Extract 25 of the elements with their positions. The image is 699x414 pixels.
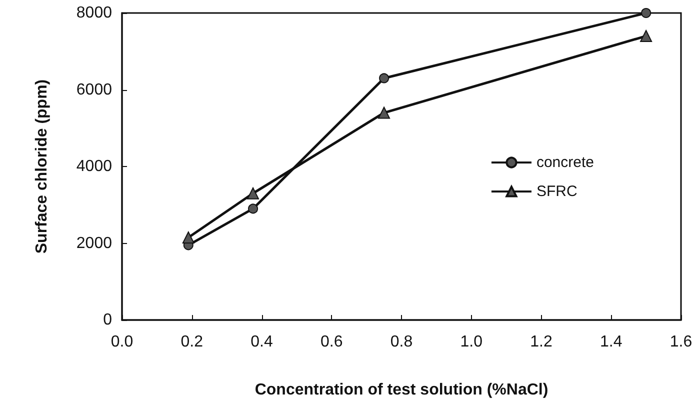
y-tick-label: 6000 <box>76 81 112 98</box>
y-tick-label: 4000 <box>76 158 112 175</box>
x-tick-label: 0.8 <box>390 334 413 350</box>
x-tick-label: 0.6 <box>320 334 343 350</box>
x-tick-label: 1.6 <box>670 334 692 350</box>
y-axis-title: Surface chloride (ppm) <box>34 79 50 254</box>
point <box>640 30 652 42</box>
point <box>378 106 390 119</box>
y-tick-label: 2000 <box>76 234 112 252</box>
legend-label: concrete <box>536 154 594 171</box>
point <box>379 73 390 84</box>
y-tick-label: 8000 <box>76 4 112 22</box>
x-tick-label: 0.2 <box>180 334 204 350</box>
x-tick-label: 0.0 <box>110 334 134 350</box>
x-tick-label: 1.2 <box>530 334 552 350</box>
x-axis-title: Concentration of test solution (%NaCl) <box>254 382 548 398</box>
point <box>182 231 194 244</box>
point <box>247 187 260 200</box>
legend-label: SFRC <box>536 183 578 200</box>
x-tick-label: 1.4 <box>600 334 622 350</box>
point <box>641 8 652 18</box>
y-tick-label: 0 <box>103 312 112 328</box>
x-tick-label: 1.0 <box>460 334 483 350</box>
point <box>248 204 258 214</box>
x-tick-label: 0.4 <box>250 334 273 350</box>
